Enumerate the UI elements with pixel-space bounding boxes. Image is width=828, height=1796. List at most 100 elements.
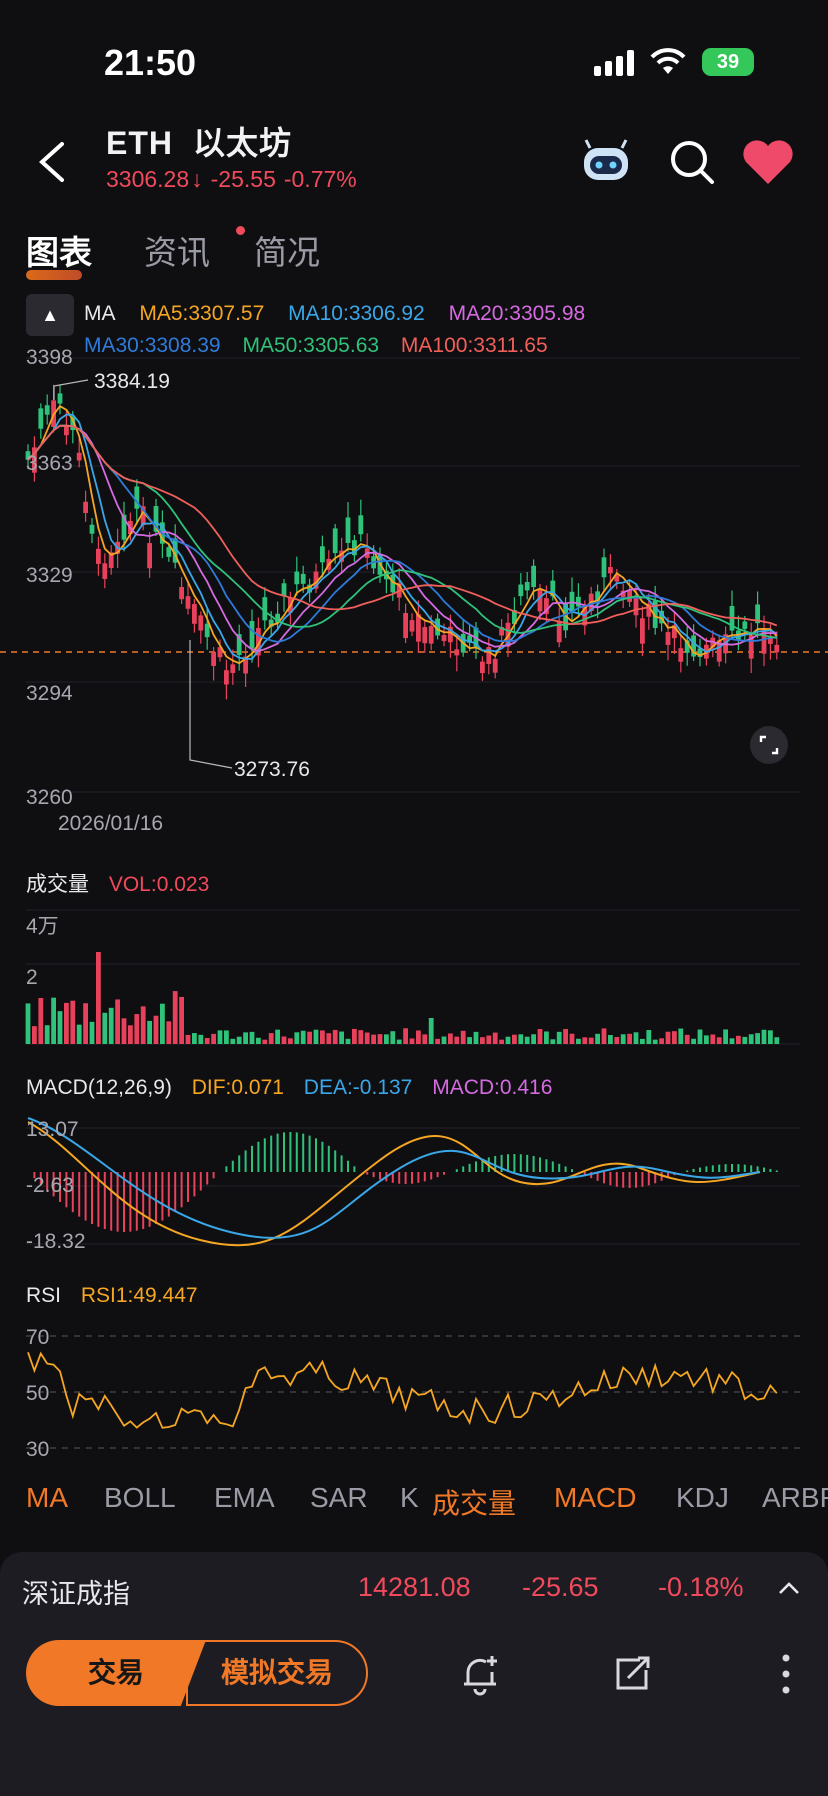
heart-icon[interactable] <box>738 132 798 192</box>
ma50-value: MA50:3305.63 <box>242 334 380 357</box>
volume-bar <box>428 1018 434 1044</box>
volume-bar <box>224 1030 229 1044</box>
ind-tab-ma[interactable]: MA <box>26 1482 68 1513</box>
candle-body <box>38 408 44 429</box>
price-change-pct: -0.77% <box>283 166 357 192</box>
ind-tab-boll[interactable]: BOLL <box>104 1482 176 1513</box>
volume-bar <box>140 1006 146 1044</box>
volume-bar <box>339 1031 344 1044</box>
ind-tab-k[interactable]: K <box>400 1482 419 1513</box>
ma-line <box>27 424 777 643</box>
macd-title: MACD(12,26,9) <box>26 1076 172 1099</box>
candle-body <box>204 623 210 638</box>
volume-bar <box>473 1031 479 1044</box>
volume-bar <box>281 1036 287 1044</box>
status-bar: 21:50 39 <box>0 0 828 110</box>
back-icon[interactable] <box>24 132 84 192</box>
candle-body <box>44 405 50 415</box>
robot-icon[interactable] <box>576 132 636 192</box>
candle-body <box>576 596 581 607</box>
rsi-header: RSI RSI1:49.447 <box>26 1284 198 1308</box>
ind-tab-kdj[interactable]: KDJ <box>676 1482 729 1513</box>
candle-body <box>499 627 504 636</box>
candle-body <box>672 625 677 639</box>
ind-tab-sar[interactable]: SAR <box>310 1482 368 1513</box>
candle-body <box>627 590 632 602</box>
volume-bar <box>236 1036 242 1044</box>
volume-bar <box>608 1034 613 1044</box>
candle-body <box>665 632 671 645</box>
candle-body <box>25 451 31 460</box>
ind-tab-ema[interactable]: EMA <box>214 1482 275 1513</box>
volume-bar <box>371 1034 376 1044</box>
volume-bar <box>524 1036 530 1044</box>
sim-trade-button[interactable]: 模拟交易 <box>186 1640 368 1706</box>
candle-body <box>108 552 114 568</box>
candle-body <box>480 661 485 674</box>
volume-bar <box>128 1025 133 1044</box>
candle-body <box>352 540 357 556</box>
volume-bar <box>275 1029 280 1044</box>
volume-header: 成交量 VOL:0.023 <box>26 868 209 898</box>
volume-bar <box>51 997 56 1044</box>
volume-bar <box>480 1037 485 1044</box>
candle-body <box>774 644 780 653</box>
search-icon[interactable] <box>662 132 722 192</box>
candle-body <box>358 515 364 535</box>
volume-bar <box>243 1032 248 1044</box>
tab-news[interactable]: 资讯 <box>144 234 210 271</box>
down-arrow-icon: ↓ <box>191 166 203 192</box>
volume-bar <box>569 1033 575 1044</box>
date-label: 2026/01/16 <box>58 812 164 835</box>
high-annotation: 3384.19 <box>94 370 170 393</box>
ind-tab-macd[interactable]: MACD <box>554 1482 637 1513</box>
volume-bar <box>755 1033 760 1044</box>
candle-body <box>172 538 178 563</box>
chevron-up-icon[interactable] <box>774 1574 804 1604</box>
candle-body <box>742 621 748 629</box>
candlestick-chart[interactable] <box>0 340 828 820</box>
volume-bar <box>300 1030 306 1044</box>
ma-collapse-button[interactable]: ▲ <box>26 294 74 336</box>
volume-bar <box>678 1028 684 1044</box>
candle-body <box>403 613 408 639</box>
ma20-value: MA20:3305.98 <box>448 302 586 325</box>
index-name[interactable]: 深证成指 <box>22 1579 130 1609</box>
candle-body <box>313 571 319 589</box>
volume-bar <box>352 1028 357 1044</box>
candle-body <box>486 647 492 665</box>
volume-bar <box>160 1003 165 1044</box>
volume-bar <box>761 1029 767 1044</box>
candle-body <box>550 580 556 597</box>
ma-line <box>27 424 777 652</box>
volume-bar <box>57 1011 63 1044</box>
candle-body <box>620 590 626 598</box>
high-leader <box>53 379 89 400</box>
rsi-axis-70: 70 <box>26 1326 50 1349</box>
more-icon[interactable] <box>758 1646 814 1702</box>
tab-chart[interactable]: 图表 <box>26 234 92 271</box>
tab-profile[interactable]: 简况 <box>254 234 320 271</box>
price-axis-3363: 3363 <box>26 452 73 475</box>
volume-bar <box>736 1035 741 1044</box>
volume-bar <box>288 1038 293 1044</box>
share-icon[interactable] <box>604 1646 660 1702</box>
price-change: -25.55 <box>210 166 276 192</box>
tab-underline <box>26 270 82 280</box>
expand-icon[interactable] <box>750 726 788 764</box>
volume-value: VOL:0.023 <box>108 873 210 896</box>
candle-body <box>467 635 472 643</box>
volume-bar <box>556 1031 562 1044</box>
signal-icon <box>594 50 634 76</box>
bell-add-icon[interactable] <box>452 1646 508 1702</box>
battery-indicator: 39 <box>702 48 754 76</box>
volume-bar <box>96 952 101 1044</box>
ind-tab-volume[interactable]: 成交量 <box>432 1488 517 1519</box>
volume-bar <box>691 1038 696 1044</box>
trade-button[interactable]: 交易 <box>26 1640 206 1706</box>
macd-header: MACD(12,26,9) DIF:0.071 DEA:-0.137 MACD:… <box>26 1076 552 1100</box>
volume-bar <box>262 1039 268 1044</box>
rsi1-value: RSI1:49.447 <box>80 1284 198 1307</box>
index-change-pct: -0.18% <box>658 1572 744 1602</box>
ind-tab-arbr[interactable]: ARBR <box>762 1482 828 1513</box>
